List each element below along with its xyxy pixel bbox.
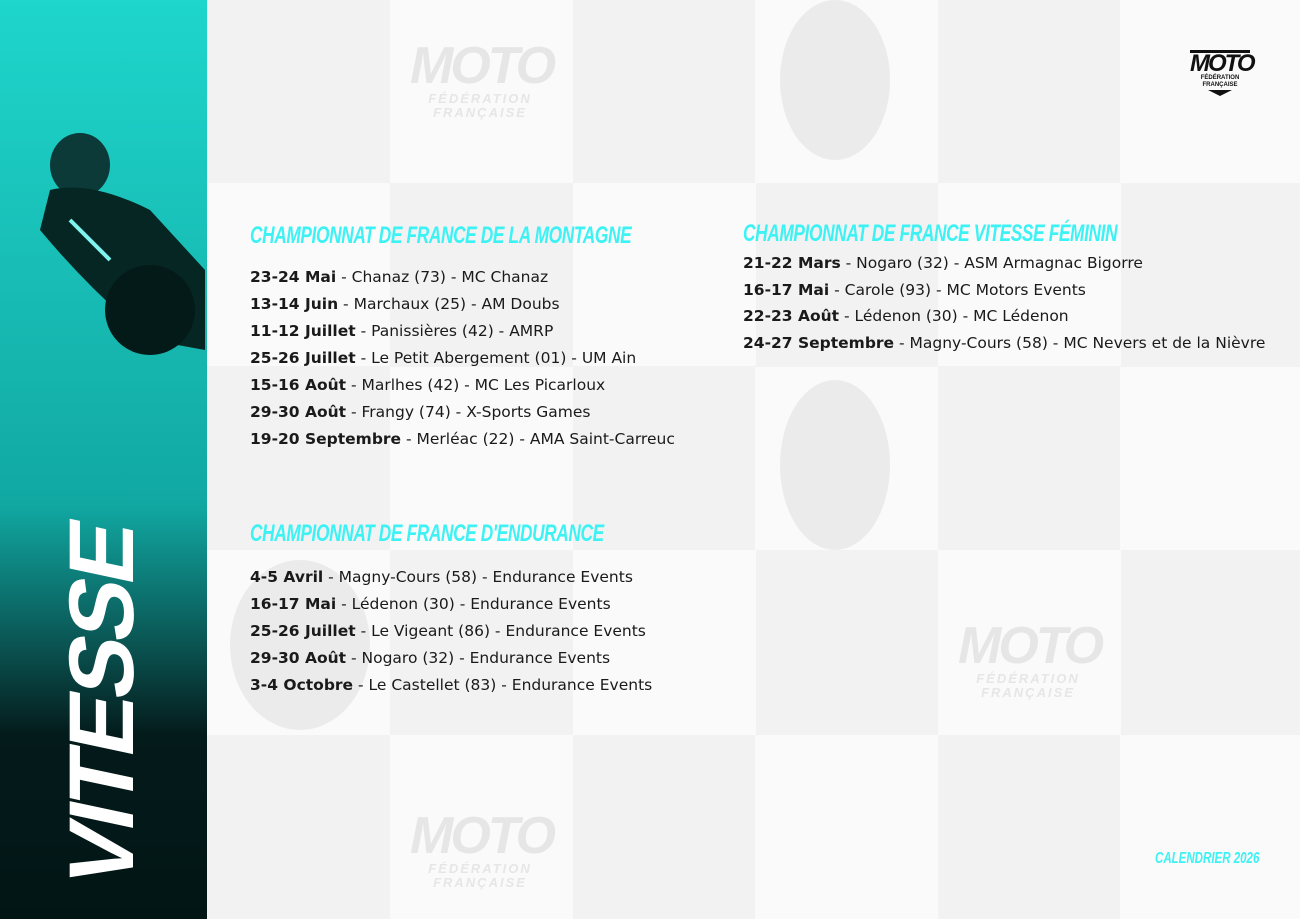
event-item: 11-12 Juillet - Panissières (42) - AMRP <box>250 318 780 345</box>
bg-circle <box>780 380 890 550</box>
event-date: 25-26 Juillet <box>250 349 356 367</box>
event-detail: - Lédenon (30) - Endurance Events <box>336 595 611 613</box>
section-endurance: CHAMPIONNAT DE FRANCE D'ENDURANCE 4-5 Av… <box>250 518 741 699</box>
event-date: 23-24 Mai <box>250 268 337 286</box>
event-item: 25-26 Juillet - Le Petit Abergement (01)… <box>250 345 780 372</box>
bg-cell <box>938 183 1121 366</box>
section-montagne: CHAMPIONNAT DE FRANCE DE LA MONTAGNE 23-… <box>250 220 780 453</box>
event-date: 25-26 Juillet <box>250 622 356 640</box>
bg-cell <box>755 735 938 919</box>
bg-cell <box>1120 735 1300 919</box>
watermark-logo: MOTO FÉDÉRATION FRANÇAISE <box>410 807 556 890</box>
sidebar-banner: VITESSE <box>0 0 207 919</box>
event-item: 29-30 Août - Frangy (74) - X-Sports Game… <box>250 399 780 426</box>
event-date: 13-14 Juin <box>250 295 339 313</box>
watermark-logo: MOTO FÉDÉRATION FRANÇAISE <box>410 37 556 120</box>
event-detail: - Carole (93) - MC Motors Events <box>829 280 1086 299</box>
event-detail: - Le Petit Abergement (01) - UM Ain <box>355 349 637 367</box>
bg-cell <box>573 183 756 366</box>
event-date: 4-5 Avril <box>250 568 324 586</box>
watermark-logo: MOTO FÉDÉRATION FRANÇAISE <box>958 617 1104 700</box>
bg-cell <box>390 735 573 919</box>
event-detail: - Marlhes (42) - MC Les Picarloux <box>346 376 606 394</box>
event-item: 4-5 Avril - Magny-Cours (58) - Endurance… <box>250 564 741 591</box>
ffm-logo: MOTO FÉDÉRATION FRANÇAISE <box>1190 50 1256 96</box>
event-detail: - Marchaux (25) - AM Doubs <box>338 295 560 313</box>
bg-cell <box>390 0 573 183</box>
event-detail: - Merléac (22) - AMA Saint-Carreuc <box>401 430 675 448</box>
event-date: 15-16 Août <box>250 376 347 394</box>
footer-label: CALENDRIER 2026 <box>1155 850 1260 867</box>
event-item: 29-30 Août - Nogaro (32) - Endurance Eve… <box>250 645 741 672</box>
event-date: 21-22 Mars <box>743 254 841 272</box>
event-detail: - Frangy (74) - X-Sports Games <box>346 403 591 421</box>
event-date: 16-17 Mai <box>250 595 337 613</box>
bg-cell <box>573 550 756 735</box>
bg-cell <box>207 183 390 366</box>
section-feminin: CHAMPIONNAT DE FRANCE VITESSE FÉMININ 21… <box>743 218 1265 356</box>
section-title: CHAMPIONNAT DE FRANCE DE LA MONTAGNE <box>250 222 632 249</box>
event-item: 19-20 Septembre - Merléac (22) - AMA Sai… <box>250 426 780 453</box>
event-detail: - Lédenon (30) - MC Lédenon <box>839 307 1069 325</box>
bg-cell <box>938 550 1121 735</box>
event-detail: - Nogaro (32) - ASM Armagnac Bigorre <box>840 254 1143 272</box>
event-item: 24-27 Septembre - Magny-Cours (58) - MC … <box>743 330 1265 357</box>
event-date: 19-20 Septembre <box>250 430 402 448</box>
event-item: 23-24 Mai - Chanaz (73) - MC Chanaz <box>250 264 780 291</box>
event-item: 13-14 Juin - Marchaux (25) - AM Doubs <box>250 291 780 318</box>
event-detail: - Chanaz (73) - MC Chanaz <box>336 268 549 286</box>
event-detail: - Le Castellet (83) - Endurance Events <box>353 676 653 694</box>
event-date: 11-12 Juillet <box>250 322 356 340</box>
event-date: 29-30 Août <box>250 649 347 667</box>
event-date: 3-4 Octobre <box>250 676 354 694</box>
bg-cell <box>390 367 573 550</box>
bg-circle <box>230 560 370 730</box>
event-item: 25-26 Juillet - Le Vigeant (86) - Endura… <box>250 618 741 645</box>
event-item: 15-16 Août - Marlhes (42) - MC Les Picar… <box>250 372 780 399</box>
event-date: 22-23 Août <box>743 307 840 325</box>
event-date: 16-17 Mai <box>743 280 830 299</box>
motorcycle-rider-image <box>40 133 205 355</box>
event-detail: - Magny-Cours (58) - Endurance Events <box>323 568 633 586</box>
event-detail: - Magny-Cours (58) - MC Nevers et de la … <box>894 333 1266 352</box>
event-item: 16-17 Mai - Lédenon (30) - Endurance Eve… <box>250 591 741 618</box>
event-detail: - Panissières (42) - AMRP <box>355 322 554 340</box>
event-item: 3-4 Octobre - Le Castellet (83) - Endura… <box>250 672 741 699</box>
event-detail: - Le Vigeant (86) - Endurance Events <box>355 622 646 640</box>
event-item: 16-17 Mai - Carole (93) - MC Motors Even… <box>743 277 1265 304</box>
event-date: 29-30 Août <box>250 403 347 421</box>
event-detail: - Nogaro (32) - Endurance Events <box>346 649 611 667</box>
bg-circle <box>780 0 890 160</box>
section-title: CHAMPIONNAT DE FRANCE D'ENDURANCE <box>250 520 604 547</box>
sidebar-title: VITESSE <box>51 513 153 896</box>
event-item: 22-23 Août - Lédenon (30) - MC Lédenon <box>743 303 1265 330</box>
event-item: 21-22 Mars - Nogaro (32) - ASM Armagnac … <box>743 250 1265 277</box>
event-date: 24-27 Septembre <box>743 333 895 352</box>
bg-cell <box>1120 367 1300 550</box>
section-title: CHAMPIONNAT DE FRANCE VITESSE FÉMININ <box>743 220 1118 247</box>
